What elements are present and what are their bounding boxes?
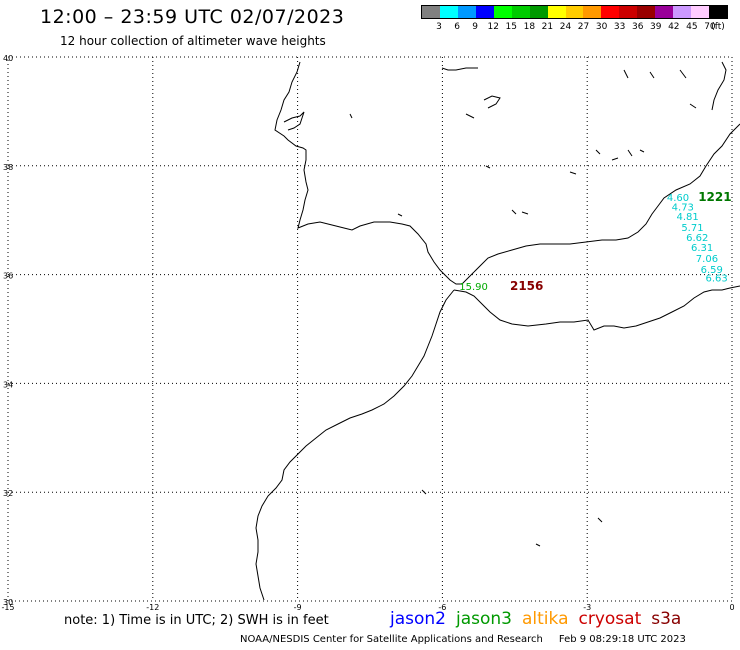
wave-height-value: 15.90 (459, 282, 488, 293)
legend-swatch (457, 6, 476, 18)
legend-ticks: 3 6 9 12 15 18 21 24 27 30 33 36 39 42 45 70 (ft) (421, 22, 728, 34)
lat-label: 36 (3, 272, 13, 281)
legend-tick-label: 33 (613, 22, 626, 32)
credit-timestamp: Feb 9 08:29:18 UTC 2023 (558, 634, 686, 645)
legend-swatch (637, 6, 656, 18)
legend-swatch (439, 6, 458, 18)
legend-tick-label: 45 (686, 22, 698, 32)
map-title: 12:00 – 23:59 UTC 02/07/2023 (40, 6, 345, 28)
lat-label: 38 (3, 163, 13, 172)
legend-swatch (583, 6, 602, 18)
lat-label: 32 (3, 489, 13, 498)
map-frame (7, 56, 733, 602)
legend-tick-label: 21 (541, 22, 554, 32)
credit-line: NOAA/NESDIS Center for Satellite Applica… (240, 634, 686, 645)
island-8 (595, 149, 645, 161)
legend-tick-label: 15 (505, 22, 518, 32)
legend-tick-label: 3 (436, 22, 442, 32)
satellite-name-s3a: s3a (651, 609, 682, 629)
legend-tick-label: 27 (577, 22, 590, 32)
lon-label: 0 (729, 603, 734, 612)
wave-height-value: 4.73 (672, 202, 694, 213)
legend-unit: (ft) (711, 22, 725, 32)
island-6 (511, 209, 529, 215)
legend-swatch (619, 6, 638, 18)
legend-swatch (709, 6, 727, 18)
wave-height-labels: 4.604.734.815.716.626.317.066.596.63 15.9… (459, 190, 731, 293)
island-1 (441, 67, 478, 71)
lat-lon-grid: 40 38 36 34 32 30-15 -12 -9 -6 -3 0 (1, 54, 734, 612)
wave-height-value: 6.62 (686, 233, 708, 244)
legend-swatches (421, 5, 728, 19)
legend-tick-label: 18 (523, 22, 536, 32)
satellite-name-jason2: jason2 (390, 609, 446, 629)
legend-swatch (511, 6, 530, 18)
legend-swatch (691, 6, 709, 18)
island-2 (483, 95, 501, 109)
island-3 (465, 113, 475, 119)
coastline (255, 61, 740, 601)
legend-tick-label: 70 (704, 22, 716, 32)
legend-tick-label: 30 (595, 22, 608, 32)
wave-height-value: 4.81 (676, 212, 698, 223)
legend-swatch (493, 6, 512, 18)
legend-swatch (547, 6, 566, 18)
wave-height-value: 6.63 (705, 274, 727, 285)
wave-height-value: 4.60 (667, 193, 689, 204)
iberia-west-coast (274, 61, 475, 285)
legend-tick-label: 12 (487, 22, 499, 32)
satellite-legend: jason2 jason3 altika cryosat s3a (390, 609, 691, 629)
legend-tick-label: 6 (454, 22, 460, 32)
footer-note: note: 1) Time is in UTC; 2) SWH is in fe… (64, 613, 329, 628)
map-subtitle: 12 hour collection of altimeter wave hei… (60, 34, 326, 48)
lon-label: -12 (146, 603, 159, 612)
lon-label: -3 (583, 603, 591, 612)
satellite-name-altika: altika (522, 609, 569, 629)
legend-swatch (655, 6, 674, 18)
tagus-estuary (283, 111, 305, 131)
lat-label: 34 (3, 380, 13, 389)
legend-tick-label: 9 (472, 22, 479, 32)
spain-east-coast (711, 61, 727, 111)
pass-id-label: 1221 (698, 190, 731, 204)
legend-tick-label: 39 (650, 22, 662, 32)
legend-swatch (529, 6, 548, 18)
wave-height-value: 6.59 (701, 265, 723, 276)
legend-swatch (601, 6, 620, 18)
lon-label: -9 (294, 603, 302, 612)
satellite-name-cryosat: cryosat (578, 609, 642, 629)
legend-tick-label: 24 (559, 22, 572, 32)
wave-height-value: 6.31 (691, 243, 713, 254)
lon-label: -15 (1, 603, 14, 612)
legend-tick-label: 42 (668, 22, 680, 32)
legend-swatch (565, 6, 584, 18)
island-7 (623, 69, 697, 109)
island-5 (397, 213, 403, 217)
island-9 (485, 165, 577, 175)
legend-swatch (422, 6, 440, 18)
spain-south-coast (473, 123, 740, 273)
credit-text: NOAA/NESDIS Center for Satellite Applica… (240, 634, 543, 645)
lon-label: -6 (438, 603, 446, 612)
morocco-atlantic-coast (255, 289, 455, 601)
legend-swatch (673, 6, 692, 18)
legend-tick-label: 36 (631, 22, 644, 32)
wave-height-value: 5.71 (681, 223, 703, 234)
pass-id-label: 2156 (510, 279, 543, 293)
island-10 (421, 489, 603, 547)
color-legend: 3 6 9 12 15 18 21 24 27 30 33 36 39 42 45 70 (ft) (421, 5, 728, 33)
north-africa-coast (453, 285, 740, 331)
island-4 (349, 113, 353, 119)
legend-swatch (475, 6, 494, 18)
lat-label: 40 (3, 54, 13, 63)
wave-height-value: 7.06 (696, 254, 718, 265)
lat-label: 30 (3, 598, 13, 607)
satellite-name-jason3: jason3 (456, 609, 512, 629)
